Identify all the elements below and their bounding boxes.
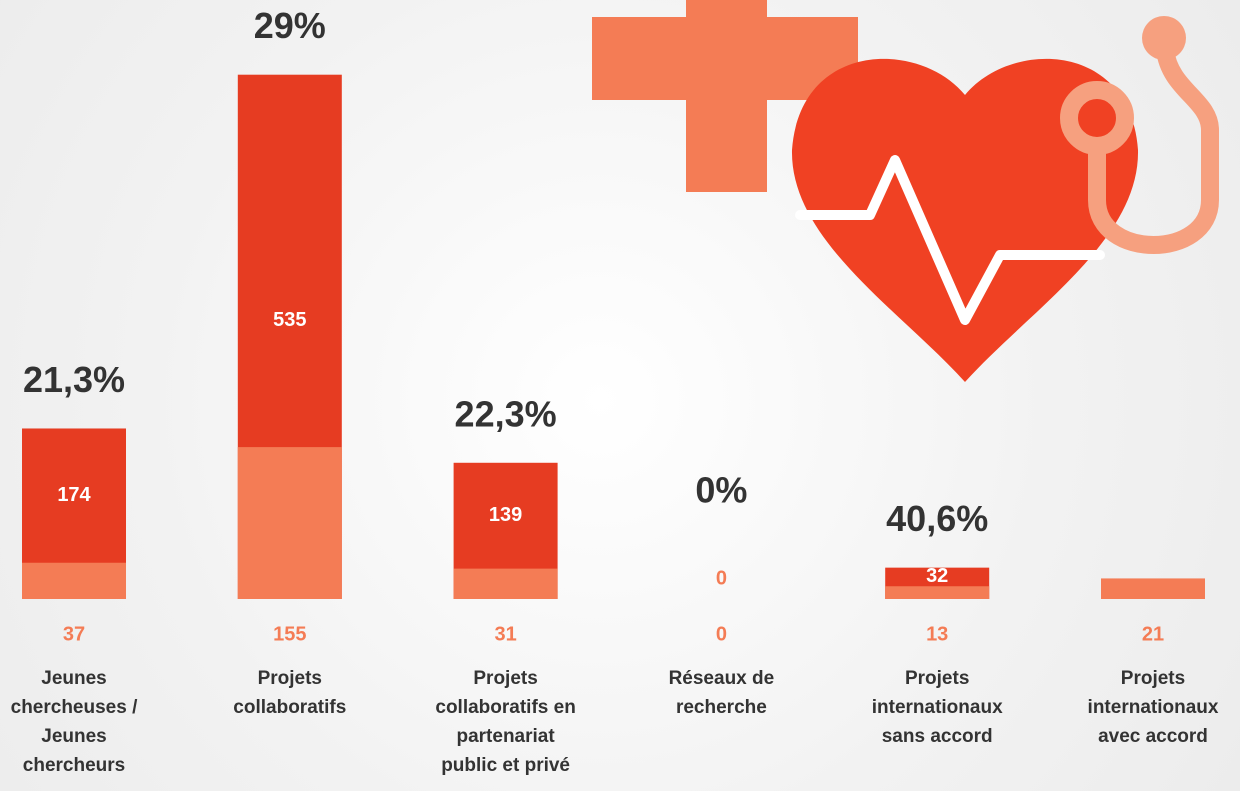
decoration: [592, 0, 1210, 382]
category-label: Projets collaboratifs: [215, 664, 365, 722]
funded-label: 37: [63, 623, 85, 645]
value-label: 139: [489, 504, 522, 526]
category-label: Réseaux de recherche: [646, 664, 796, 722]
category-label: Jeunes chercheuses / Jeunes chercheurs: [0, 664, 149, 780]
percentage-label: 21,3%: [23, 359, 125, 400]
category-label: Projets internationaux sans accord: [862, 664, 1012, 751]
page: 174 37 21,3% 535 155 29% 139 31 22,3% 0 0 0% 32 13 40,…: [0, 0, 1240, 791]
category-label: Projets internationaux avec accord: [1078, 664, 1228, 751]
value-label: 0: [716, 567, 727, 589]
value-label: 174: [57, 484, 91, 506]
value-label: 32: [926, 565, 948, 587]
funded-label: 13: [926, 623, 948, 645]
percentage-label: 40,6%: [886, 498, 988, 539]
bar-funded: [885, 586, 989, 599]
percentage-label: 29%: [254, 5, 326, 46]
funded-label: 21: [1142, 623, 1164, 645]
funded-label: 155: [273, 623, 306, 645]
funded-label: 0: [716, 623, 727, 645]
category-label: Projets collaboratifs en partenariat pub…: [431, 664, 581, 780]
funded-label: 31: [494, 623, 516, 645]
bar-funded: [22, 563, 126, 599]
bar-funded: [238, 447, 342, 599]
bar-funded: [454, 569, 558, 599]
percentage-label: 0%: [695, 470, 747, 511]
bar-funded: [1101, 578, 1205, 599]
percentage-label: 22,3%: [455, 393, 557, 434]
chart: 174 37 21,3% 535 155 29% 139 31 22,3% 0 0 0% 32 13 40,…: [0, 0, 1240, 791]
value-label: 535: [273, 309, 306, 331]
